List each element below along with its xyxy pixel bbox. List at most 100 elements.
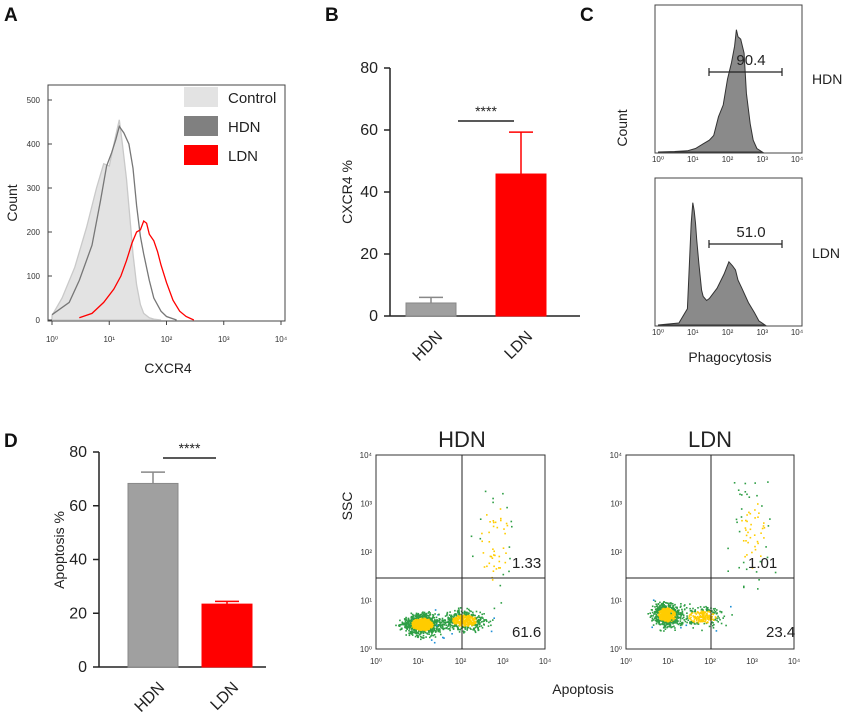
flow-dot: [489, 521, 491, 523]
flow-dot: [657, 609, 659, 611]
flow-dot: [444, 615, 447, 617]
bar-ldn: [201, 603, 253, 668]
flow-dot: [445, 621, 448, 624]
flow-dot: [441, 619, 443, 621]
flow-dot: [431, 624, 434, 626]
flow-dot: [429, 618, 432, 620]
flow-dot: [464, 611, 466, 614]
flow-dot: [759, 560, 762, 563]
flow-dot: [694, 612, 696, 614]
flow-dot: [457, 615, 459, 617]
flow-dot: [479, 622, 481, 624]
flow-dot: [663, 615, 665, 618]
flow-dot: [451, 622, 454, 624]
flow-dot: [757, 516, 759, 518]
flow-dot: [702, 619, 704, 621]
flow-dot: [478, 616, 481, 619]
flow-dot: [450, 614, 453, 617]
flow-dot: [685, 624, 688, 627]
flow-dot: [665, 602, 668, 604]
flow-dot: [744, 555, 746, 558]
flow-dot: [395, 624, 397, 627]
flow-dot: [654, 600, 657, 603]
flow-dot: [697, 617, 699, 620]
flow-dot: [487, 625, 490, 627]
flow-dot: [698, 613, 701, 615]
panel-b-ylabel: CXCR4 %: [339, 160, 355, 224]
flow-dot: [708, 618, 711, 620]
flow-dot: [447, 617, 449, 619]
flow-dot: [491, 557, 494, 559]
series-control-curve: [51, 119, 162, 321]
flow-dot: [695, 618, 698, 620]
flow-dot: [663, 607, 666, 610]
flow-dot: [761, 505, 763, 507]
flow-dot: [430, 621, 432, 623]
flow-dot: [655, 610, 657, 613]
flow-dot: [693, 621, 696, 623]
flow-dot: [433, 641, 436, 644]
flow-dot: [440, 622, 442, 624]
flow-dot: [409, 630, 412, 633]
flow-dot: [415, 612, 418, 615]
flow-dot: [659, 608, 662, 610]
flow-dot: [659, 614, 662, 617]
flow-dot: [658, 607, 661, 609]
flow-dot: [735, 518, 738, 521]
flow-dot: [774, 571, 777, 574]
flow-dot: [695, 616, 698, 619]
flow-dot: [678, 616, 681, 619]
c-xtick-label: 10³: [756, 155, 768, 164]
flow-dot: [463, 631, 466, 633]
flow-dot: [676, 617, 678, 619]
flow-dot: [664, 616, 666, 619]
flow-dot: [746, 493, 748, 496]
flow-dot: [662, 620, 664, 623]
flow-dot: [492, 521, 495, 524]
flow-dot: [490, 630, 493, 633]
flow-dot: [455, 616, 457, 619]
flow-dot: [707, 607, 709, 609]
flow-xtick-label: 10⁰: [370, 657, 382, 666]
flow-dot: [495, 568, 498, 570]
flow-dot: [483, 613, 485, 615]
legend-label-ldn: LDN: [228, 148, 258, 165]
flow-dot: [421, 636, 423, 639]
flow-dot: [421, 616, 424, 619]
flow-dot: [674, 629, 676, 631]
flow-dot: [439, 618, 441, 620]
flow-dot: [667, 620, 669, 623]
flow-dot: [474, 631, 477, 634]
flow-dot: [483, 623, 485, 625]
flow-dot: [712, 613, 714, 616]
flow-dot: [405, 616, 407, 619]
flow-dot: [704, 618, 707, 621]
flow-dot: [411, 620, 413, 622]
flow-dot: [411, 626, 413, 628]
flow-dot: [428, 621, 431, 623]
flow-dot: [674, 603, 676, 606]
flow-dot: [405, 624, 408, 626]
flow-dot: [727, 570, 729, 572]
flow-dot: [716, 609, 718, 611]
flow-dot: [754, 545, 756, 548]
flow-dot: [452, 618, 455, 620]
flow-dot: [424, 617, 426, 620]
flow-dot: [442, 623, 444, 626]
flow-dot: [494, 554, 496, 557]
flow-dot: [673, 621, 675, 623]
flow-dot: [671, 620, 674, 623]
flow-dot: [663, 605, 666, 608]
flow-dot: [417, 622, 419, 625]
flow-dot: [669, 618, 671, 621]
flow-dot: [459, 621, 461, 623]
flow-dot: [460, 616, 463, 618]
flow-dot: [681, 610, 684, 613]
flow-dot: [465, 611, 467, 614]
flow-dot: [654, 608, 657, 610]
flow-dot: [668, 622, 671, 625]
flow-dot: [654, 619, 657, 622]
flow-dot: [414, 619, 417, 621]
flow-dot: [440, 627, 442, 629]
xtick-label-ldn: LDN: [502, 328, 537, 363]
